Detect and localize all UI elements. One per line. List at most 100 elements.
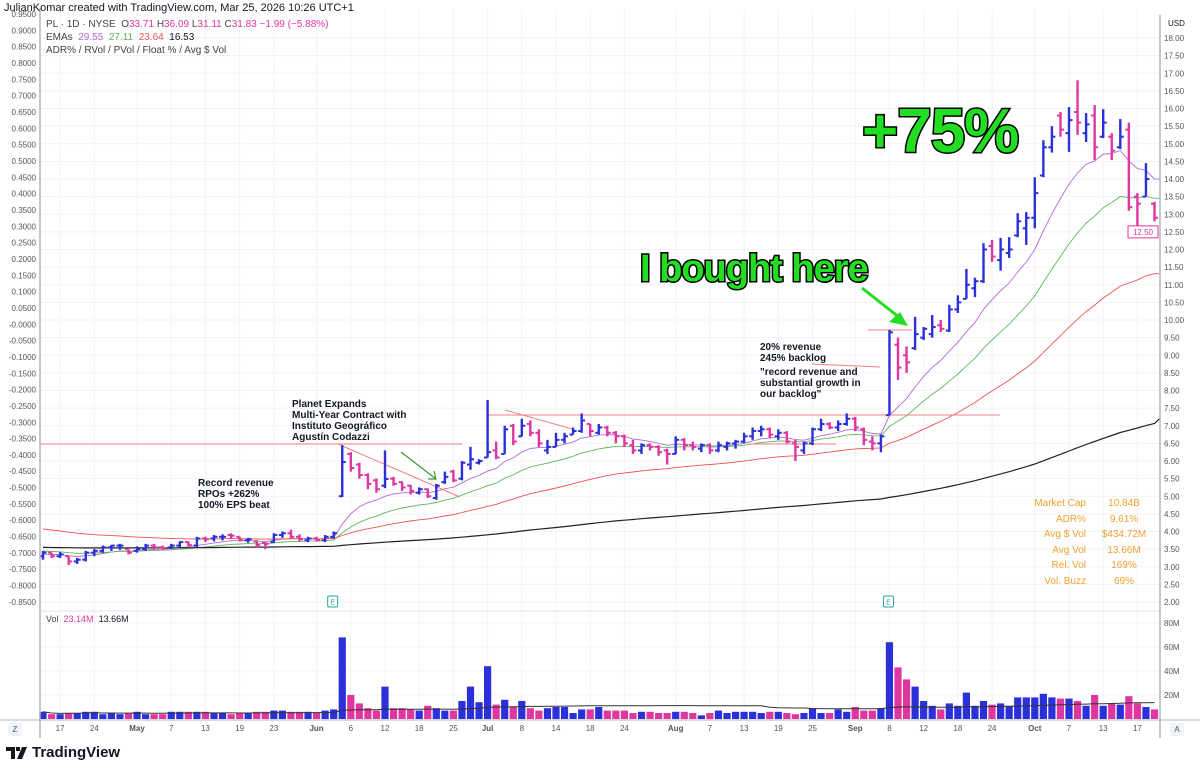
stat-value: 169% xyxy=(1111,560,1137,571)
stat-label: Market Cap xyxy=(1034,498,1086,509)
indicator-legend[interactable]: ADR% / RVol / PVol / Float % / Avg $ Vol xyxy=(46,45,227,56)
volume-bar xyxy=(509,707,517,719)
volume-bar xyxy=(928,705,936,719)
volume-bar xyxy=(655,713,663,719)
arrowhead-icon xyxy=(428,470,437,480)
left-tick-label: -0.8500 xyxy=(9,598,37,607)
ema-line-ema3 xyxy=(42,273,1160,540)
volume-bar xyxy=(244,713,252,719)
volume-bar xyxy=(484,666,492,719)
volume-bar xyxy=(56,714,64,719)
grid xyxy=(40,10,1160,720)
volume-bar xyxy=(201,711,210,719)
volume-bar xyxy=(253,711,261,719)
left-tick-label: -0.5500 xyxy=(9,500,37,509)
price-tick-label: 18.00 xyxy=(1164,34,1185,43)
volume-bar xyxy=(800,713,808,719)
left-tick-label: 0.1500 xyxy=(12,271,37,280)
time-tick-label: May xyxy=(129,724,145,733)
volume-bar xyxy=(714,710,723,719)
stat-label: Vol. Buzz xyxy=(1044,575,1086,587)
ema-legend[interactable]: EMAs 29.55 27.11 23.64 16.53 xyxy=(46,32,195,43)
volume-bar xyxy=(620,710,628,719)
stat-row: Rel. Vol 169% xyxy=(1030,560,1154,576)
volume-bar xyxy=(407,709,415,719)
zoom-button-label: Z xyxy=(13,725,18,734)
volume-bar xyxy=(381,686,389,719)
volume-bar xyxy=(808,708,817,719)
volume-bar xyxy=(295,711,304,719)
earnings-marker-label: E xyxy=(330,600,335,607)
auto-scale-button xyxy=(1170,723,1184,736)
volume-bar xyxy=(723,713,731,719)
left-tick-label: 0.5000 xyxy=(12,157,37,166)
price-tick-label: 6.50 xyxy=(1164,439,1180,448)
volume-bar xyxy=(1116,704,1124,719)
volume-bar xyxy=(304,711,312,719)
time-tick-label: 13 xyxy=(740,724,749,733)
volume-bar xyxy=(560,707,569,719)
price-tick-label: 12.00 xyxy=(1164,246,1185,255)
volume-bar xyxy=(432,708,440,719)
volume-legend[interactable]: Vol 23.14M 13.66M xyxy=(46,614,129,624)
volume-bar xyxy=(1065,698,1073,719)
time-tick-label: 13 xyxy=(1099,724,1108,733)
note-quote: "record revenue and substantial growth i… xyxy=(760,367,861,400)
volume-bar xyxy=(1073,701,1082,719)
volume-bar xyxy=(210,713,218,719)
bought-annotation: I bought here xyxy=(639,247,871,292)
volume-bar xyxy=(603,710,611,719)
volume-bar xyxy=(330,709,338,719)
stat-label: ADR% xyxy=(1055,513,1086,525)
currency-label: USD xyxy=(1168,19,1185,28)
volume-bar xyxy=(518,701,526,719)
stat-row: ADR% 9.61% xyxy=(1030,514,1154,530)
time-tick-label: 17 xyxy=(56,724,65,733)
stat-value: 9.61% xyxy=(1109,513,1139,525)
stat-value: 69% xyxy=(1113,575,1134,587)
volume-bar xyxy=(107,713,115,719)
volume-bars xyxy=(39,637,1159,719)
time-tick-label: 12 xyxy=(381,724,390,733)
volume-bar xyxy=(885,642,894,719)
axes: USD 18.00 17.50 17.00 16.50 16.00 15.50 15.00 14… xyxy=(0,8,1200,738)
left-tick-label: 0.3000 xyxy=(12,222,37,231)
symbol-label[interactable]: PL · 1D · NYSE xyxy=(46,19,116,30)
earnings-marker-label: E xyxy=(886,600,891,607)
left-tick-label: -0.2000 xyxy=(9,386,37,395)
left-tick-label: -0.3500 xyxy=(9,435,37,444)
left-tick-label: 0.8000 xyxy=(12,59,37,68)
volume-bar xyxy=(791,714,799,719)
volume-bar xyxy=(860,710,868,719)
volume-bar xyxy=(133,711,141,719)
stat-row: Avg Vol 13.66M xyxy=(1030,545,1154,561)
volume-bar xyxy=(894,667,902,719)
price-tick-label: 2.00 xyxy=(1164,598,1180,607)
volume-bar xyxy=(954,705,962,719)
time-tick-label: 8 xyxy=(520,724,525,733)
price-tick-label: 8.00 xyxy=(1164,387,1180,396)
left-tick-label: -0.0000 xyxy=(9,320,37,329)
volume-bar xyxy=(372,710,381,719)
volume-bar xyxy=(526,708,534,719)
ema2-value: 27.11 xyxy=(108,32,134,43)
note-record-revenue: Record revenue RPOs +262% 100% EPS beat xyxy=(198,478,274,511)
tradingview-logo[interactable]: TradingView xyxy=(6,744,120,761)
volume-bar xyxy=(150,714,158,719)
price-tick-label: 12.50 xyxy=(1164,228,1185,237)
price-tick-label: 14.50 xyxy=(1164,157,1185,166)
left-tick-label: -0.1000 xyxy=(9,353,37,362)
volume-bar xyxy=(90,711,98,719)
close-value: 31.83 xyxy=(231,19,257,30)
price-tick-label: 5.50 xyxy=(1164,475,1180,484)
volume-bar xyxy=(612,710,620,719)
price-tick-label: 13.50 xyxy=(1164,193,1185,202)
volume-bar xyxy=(398,708,406,719)
volume-bar xyxy=(1125,696,1133,719)
volume-bar xyxy=(492,704,500,719)
earnings-marker-icon xyxy=(882,595,894,608)
volume-tick-label: 60M xyxy=(1164,643,1180,652)
price-tick-label: 10.00 xyxy=(1164,316,1185,325)
price-tick-label: 15.50 xyxy=(1164,122,1185,131)
